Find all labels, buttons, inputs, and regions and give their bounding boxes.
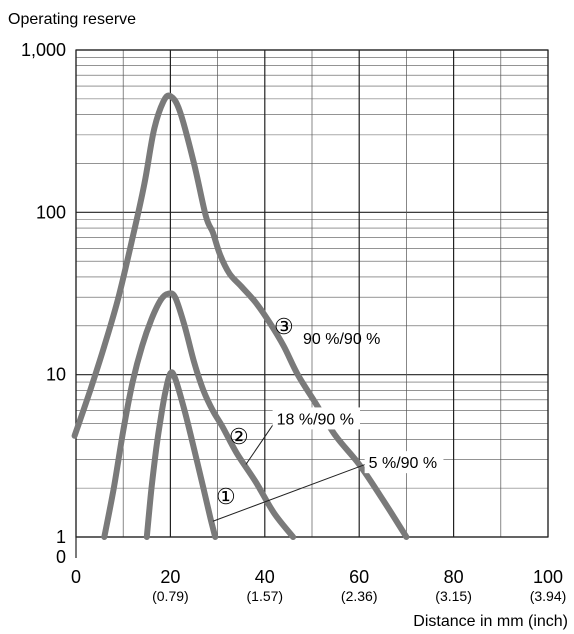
grid bbox=[75, 49, 549, 558]
x-tick-label: 100 bbox=[533, 567, 563, 587]
x-tick-label: 0 bbox=[71, 567, 81, 587]
leader-label-1: 18 %/90 % bbox=[277, 411, 354, 428]
leader-label-2: 5 %/90 % bbox=[369, 455, 437, 472]
x-tick-sublabel: (0.79) bbox=[152, 588, 189, 604]
series-line-1 bbox=[71, 92, 410, 540]
leader-line-1 bbox=[245, 419, 278, 465]
x-tick-sublabel: (1.57) bbox=[247, 588, 284, 604]
annotation-layer bbox=[212, 407, 444, 522]
x-axis-label: Distance in mm (inch) bbox=[413, 613, 568, 630]
x-tick-label: 20 bbox=[160, 567, 180, 587]
series-2-marker: ② bbox=[229, 424, 249, 449]
x-tick-label: 40 bbox=[255, 567, 275, 587]
x-tick-sublabel: (3.94) bbox=[530, 588, 567, 604]
y-tick-label: 1 bbox=[56, 527, 66, 547]
series-3-label: 90 %/90 % bbox=[303, 331, 380, 348]
leader-line-2 bbox=[212, 462, 369, 522]
y-tick-label: 100 bbox=[36, 202, 66, 222]
leader-label-bg bbox=[272, 407, 360, 430]
y-axis-label: Operating reserve bbox=[8, 11, 136, 28]
y-tick-label: 10 bbox=[46, 365, 66, 385]
x-tick-sublabel: (2.36) bbox=[341, 588, 378, 604]
series-line-3 bbox=[143, 369, 219, 540]
plot-frame bbox=[75, 49, 549, 538]
series-1-marker: ① bbox=[216, 484, 236, 509]
y-tick-label: 1,000 bbox=[21, 40, 66, 60]
series-3-marker: ③ bbox=[274, 314, 294, 339]
series-line-2 bbox=[101, 290, 297, 540]
x-tick-sublabel: (3.15) bbox=[435, 588, 472, 604]
tick-labels: ③ 90 %/90 % ② ① 18 %/90 % 5 %/90 % 1 10 100 1,000… bbox=[21, 40, 566, 604]
x-tick-label: 80 bbox=[444, 567, 464, 587]
leader-label-bg bbox=[364, 451, 444, 474]
y-zero-label: 0 bbox=[56, 547, 66, 567]
x-tick-label: 60 bbox=[349, 567, 369, 587]
series-layer bbox=[71, 92, 410, 540]
